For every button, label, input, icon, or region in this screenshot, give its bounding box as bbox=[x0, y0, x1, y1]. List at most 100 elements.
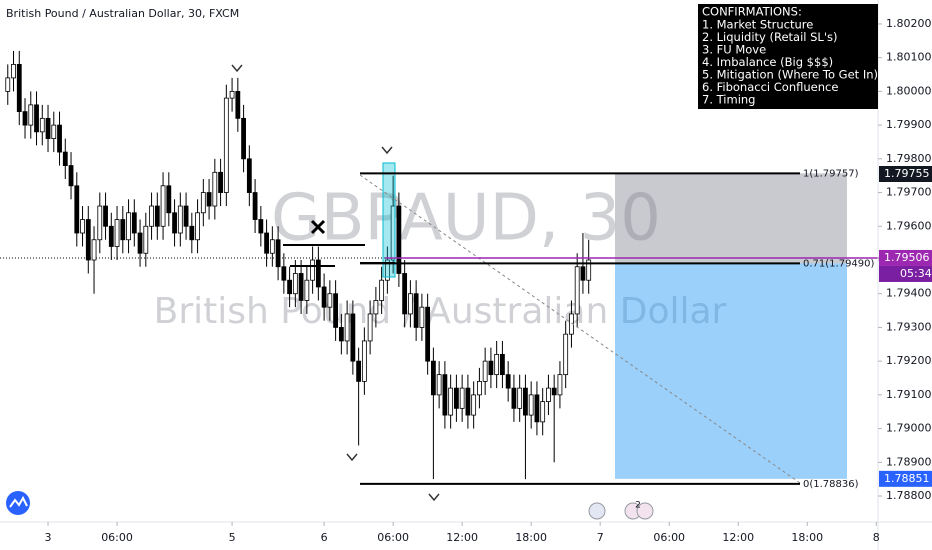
event-icon[interactable] bbox=[588, 502, 606, 520]
candle-body bbox=[62, 151, 68, 166]
confirmation-item: 1. Market Structure bbox=[702, 18, 813, 32]
candle-body bbox=[183, 205, 189, 227]
confirmation-item: 5. Mitigation (Where To Get In) bbox=[702, 68, 878, 82]
candle-body bbox=[523, 387, 528, 416]
candle-body bbox=[11, 64, 16, 79]
y-tick-label: 1.79200 bbox=[886, 354, 932, 367]
candle-body bbox=[344, 313, 350, 342]
candle-body bbox=[212, 171, 218, 207]
candle-body bbox=[361, 340, 367, 382]
x-tick-label: 06:00 bbox=[377, 531, 409, 544]
y-tick-label: 1.79700 bbox=[886, 186, 932, 199]
y-tick-label: 1.78900 bbox=[886, 455, 932, 468]
countdown: 05:34 bbox=[900, 267, 932, 280]
candle-body bbox=[57, 124, 62, 153]
candle-body bbox=[160, 185, 166, 227]
y-tick-label: 1.80000 bbox=[886, 84, 932, 97]
y-tick-label: 1.79400 bbox=[886, 287, 932, 300]
candle-body bbox=[321, 286, 327, 308]
candle-body bbox=[264, 232, 269, 254]
candle-body bbox=[546, 387, 551, 403]
candle-body bbox=[241, 117, 246, 160]
premium-zone bbox=[615, 173, 847, 264]
confirmation-item: 6. Fibonacci Confluence bbox=[702, 80, 838, 94]
price-tag-label: 1.79755 bbox=[884, 167, 930, 180]
candle-body bbox=[223, 97, 229, 193]
candle-body bbox=[580, 266, 586, 281]
candle-body bbox=[51, 124, 57, 139]
logo-mark bbox=[9, 495, 28, 508]
x-tick-label: 8 bbox=[873, 531, 880, 544]
candle-body bbox=[350, 313, 356, 362]
price-tag-label: 1.78851 bbox=[884, 472, 930, 485]
x-tick-label: 06:00 bbox=[653, 531, 685, 544]
y-tick-label: 1.79000 bbox=[886, 422, 932, 435]
chevron bbox=[428, 493, 440, 502]
fib-label: 1(1.79757) bbox=[803, 168, 859, 179]
candle-body bbox=[563, 333, 569, 376]
candle-body bbox=[126, 212, 131, 241]
fib-label: 0(1.78836) bbox=[803, 479, 859, 490]
candle-body bbox=[465, 387, 471, 416]
candle-body bbox=[206, 192, 212, 207]
candle-body bbox=[103, 205, 108, 227]
candle-body bbox=[442, 374, 448, 416]
x-tick-label: 6 bbox=[321, 531, 328, 544]
x-tick-label: 18:00 bbox=[791, 531, 823, 544]
candle-body bbox=[287, 279, 292, 295]
y-tick-label: 1.79100 bbox=[886, 388, 932, 401]
candle-body bbox=[252, 192, 258, 220]
candle-body bbox=[177, 205, 183, 234]
candle-body bbox=[448, 387, 454, 416]
candle-body bbox=[85, 219, 91, 261]
candle-body bbox=[453, 387, 459, 409]
candle-body bbox=[97, 205, 103, 241]
candle-body bbox=[500, 354, 505, 376]
x-tick-label: 7 bbox=[597, 531, 604, 544]
annotations: 2 1(1.79757) 0.71(1.79490) 0(1.78836) bbox=[6, 64, 932, 520]
candle-body bbox=[131, 212, 137, 234]
candle-body bbox=[402, 273, 408, 315]
candle-body bbox=[172, 212, 177, 234]
drawings bbox=[0, 173, 878, 479]
candle-body bbox=[80, 219, 85, 234]
candle-body bbox=[430, 360, 436, 396]
candle-body bbox=[246, 158, 252, 193]
candle-body bbox=[436, 374, 442, 396]
candle-body bbox=[551, 387, 557, 396]
candle-body bbox=[488, 360, 494, 376]
candle-body bbox=[258, 219, 264, 234]
candle-body bbox=[482, 360, 488, 382]
candle-body bbox=[471, 394, 477, 416]
candle-body bbox=[407, 293, 413, 315]
y-tick-label: 1.79600 bbox=[886, 219, 932, 232]
candle-body bbox=[477, 380, 482, 396]
candle-body bbox=[108, 225, 114, 247]
candle-body bbox=[218, 171, 223, 193]
y-tick-label: 1.79300 bbox=[886, 320, 932, 333]
candle-body bbox=[22, 111, 28, 126]
confirmation-item: 7. Timing bbox=[702, 93, 755, 107]
x-tick-label: 3 bbox=[45, 531, 52, 544]
candle-body bbox=[586, 259, 592, 281]
candle-body bbox=[143, 225, 149, 254]
candle-body bbox=[229, 90, 235, 99]
event-icon[interactable] bbox=[636, 502, 654, 520]
candle-body bbox=[74, 185, 80, 234]
candle-body bbox=[149, 205, 154, 227]
y-tick-label: 1.80200 bbox=[886, 17, 932, 30]
candle-body bbox=[28, 104, 34, 126]
candle-body bbox=[333, 293, 339, 328]
confirmation-item: 3. FU Move bbox=[702, 43, 766, 57]
price-tag bbox=[879, 166, 932, 182]
imbalance-box bbox=[382, 162, 396, 278]
candle-body bbox=[269, 239, 275, 254]
candle-body bbox=[511, 387, 517, 409]
fib-label: 0.71(1.79490) bbox=[803, 258, 875, 269]
candle-body bbox=[540, 401, 546, 423]
y-tick-label: 1.79900 bbox=[886, 118, 932, 131]
candle-body bbox=[137, 232, 143, 254]
